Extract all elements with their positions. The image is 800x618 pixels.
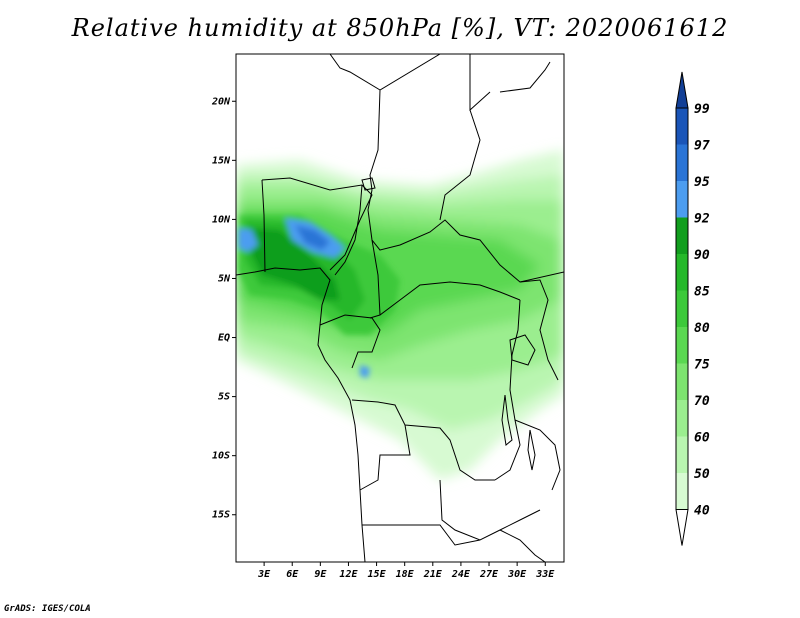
lon-tick-label: 18E <box>396 569 415 580</box>
lat-tick-label: 15S <box>212 510 230 521</box>
border-chad-car <box>367 189 564 283</box>
map-title: Relative humidity at 850hPa [%], VT: 202… <box>71 14 729 42</box>
humidity-band-97-west <box>238 228 258 252</box>
lon-tick-label: 30E <box>507 569 527 580</box>
lat-tick-label: 15N <box>212 155 231 166</box>
colorbar-band <box>676 254 688 291</box>
colorbar-band <box>676 144 688 181</box>
border-namibia <box>362 524 481 546</box>
colorbar-band <box>676 400 688 437</box>
lat-tick-label: 10N <box>212 214 231 225</box>
humidity-band-97-south <box>360 365 370 378</box>
border-drc-north <box>379 281 521 316</box>
border-cameroon-car <box>369 239 381 319</box>
lat-tick-label: 5S <box>218 392 230 403</box>
lon-tick-label: 33E <box>535 569 555 580</box>
colorbar-band <box>676 363 688 400</box>
lake-malawi <box>527 429 536 471</box>
grads-credit: GrADS: IGES/COLA <box>4 604 91 614</box>
coastline <box>236 267 366 562</box>
lon-tick-label: 21E <box>423 569 443 580</box>
colorbar-label: 97 <box>694 139 710 154</box>
lat-axis: 20N 15N 10N 5N EQ 5S 10S 15S <box>211 96 236 521</box>
colorbar-band <box>676 217 688 254</box>
colorbar-label: 40 <box>694 504 710 519</box>
colorbar-label: 70 <box>694 394 710 409</box>
lon-tick-label: 15E <box>368 569 387 580</box>
border-tanzania <box>514 419 561 491</box>
colorbar-label: 85 <box>694 285 710 300</box>
humidity-band-99 <box>295 225 330 250</box>
border-drc-south <box>351 399 495 481</box>
lake-chad <box>361 177 376 191</box>
lon-tick-label: 3E <box>257 569 271 580</box>
border-drc-east <box>494 299 521 481</box>
colorbar-label: 60 <box>694 431 710 446</box>
border-sudan-east <box>439 109 481 221</box>
lon-tick-label: 27E <box>479 569 499 580</box>
colorbar-label: 95 <box>694 175 710 190</box>
humidity-field <box>236 150 564 480</box>
colorbar-band <box>676 181 688 218</box>
border-angola <box>359 424 411 491</box>
lon-tick-label: 24E <box>451 569 471 580</box>
lat-tick-label: 10S <box>212 451 230 462</box>
border-libya-egypt <box>469 54 491 112</box>
lon-tick-label: 6E <box>286 569 299 580</box>
lat-tick-label: 5N <box>218 273 231 284</box>
lon-tick-label: 9E <box>314 569 327 580</box>
humidity-band-95 <box>250 228 340 300</box>
colorbar-bottom-triangle <box>675 509 689 546</box>
border-chad-sudan <box>379 54 441 91</box>
lake-tanganyika <box>501 394 513 446</box>
colorbar-label: 90 <box>694 248 710 263</box>
red-sea-coast <box>499 61 551 93</box>
border-gabon-congo <box>319 314 381 369</box>
colorbar-label: 99 <box>694 102 710 117</box>
border-mozambique <box>499 529 546 562</box>
colorbar-label: 80 <box>694 321 710 336</box>
colorbar-label: 92 <box>694 212 710 227</box>
border-niger-chad <box>329 54 381 191</box>
lat-tick-label: 20N <box>211 96 231 107</box>
colorbar-band <box>676 473 688 510</box>
country-borders <box>236 54 564 562</box>
lat-tick-label: EQ <box>218 333 230 344</box>
map-frame <box>235 53 565 563</box>
lon-axis: 3E 6E 9E 12E 15E 18E 21E 24E 27E 30E 33E <box>257 562 555 580</box>
colorbar-label: 75 <box>694 358 710 373</box>
colorbar: 99 97 95 92 90 85 80 75 70 60 50 40 <box>675 71 710 546</box>
border-benin <box>261 179 266 273</box>
colorbar-top-triangle <box>675 71 689 109</box>
colorbar-band <box>676 327 688 364</box>
colorbar-label: 50 <box>694 467 710 482</box>
colorbar-band <box>676 436 688 473</box>
colorbar-band <box>676 290 688 327</box>
border-nigeria-cameroon <box>334 184 363 276</box>
lon-tick-label: 12E <box>339 569 358 580</box>
lake-victoria <box>509 334 536 366</box>
colorbar-band <box>676 108 688 145</box>
colorbar-outline <box>675 107 689 510</box>
border-east-africa <box>519 279 559 381</box>
border-zambia <box>439 479 541 541</box>
